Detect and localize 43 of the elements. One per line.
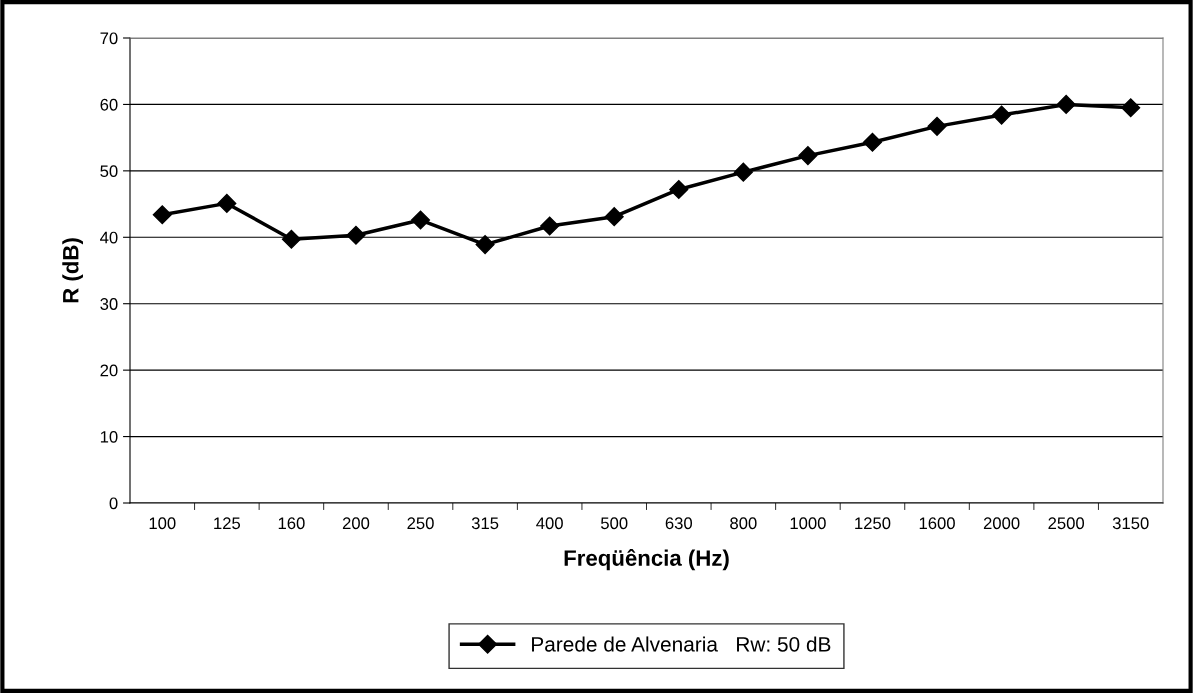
y-tick-label: 20 xyxy=(100,364,118,377)
point xyxy=(475,235,495,255)
x-tick-label: 2500 xyxy=(1048,517,1085,530)
point xyxy=(862,132,883,152)
x-tick-label: 160 xyxy=(278,517,305,530)
point xyxy=(992,105,1012,125)
x-tick-label: 100 xyxy=(149,517,176,530)
x-tick-label: 250 xyxy=(407,517,434,530)
point xyxy=(152,205,172,225)
y-tick-label: 60 xyxy=(100,98,118,111)
x-tick-label: 1000 xyxy=(790,517,826,530)
x-tick-label: 1600 xyxy=(919,517,955,530)
x-tick-label: 315 xyxy=(471,517,499,530)
point xyxy=(217,193,237,213)
x-tick-label: 125 xyxy=(214,517,241,530)
x-tick-label: 500 xyxy=(600,517,628,530)
x-axis-title: Freqüência (Hz) xyxy=(564,549,729,571)
point xyxy=(1121,98,1141,118)
point xyxy=(604,207,624,227)
y-axis-title: R (dB) xyxy=(62,238,83,303)
point xyxy=(1056,94,1076,114)
y-tick-label: 10 xyxy=(100,430,118,443)
point xyxy=(669,179,689,199)
y-tick-label: 70 xyxy=(100,32,118,45)
x-tick-label: 1250 xyxy=(855,517,891,530)
x-tick-label: 2000 xyxy=(983,517,1020,530)
y-tick-label: 50 xyxy=(100,165,118,178)
y-tick-label: 0 xyxy=(109,497,118,510)
x-tick-label: 630 xyxy=(665,517,693,530)
point xyxy=(798,146,818,166)
x-tick-label: 200 xyxy=(342,517,370,530)
x-tick-label: 3150 xyxy=(1112,517,1149,530)
point xyxy=(733,162,753,182)
point xyxy=(927,116,947,136)
x-tick-label: 800 xyxy=(730,517,757,530)
y-tick-label: 30 xyxy=(100,298,118,310)
point xyxy=(281,229,301,249)
legend-label: Parede de Alvenaria Rw: 50 dB xyxy=(532,636,831,652)
y-tick-label: 40 xyxy=(100,231,118,244)
x-tick-label: 400 xyxy=(536,517,563,530)
point xyxy=(410,210,431,230)
point xyxy=(346,225,366,245)
point xyxy=(540,216,560,236)
